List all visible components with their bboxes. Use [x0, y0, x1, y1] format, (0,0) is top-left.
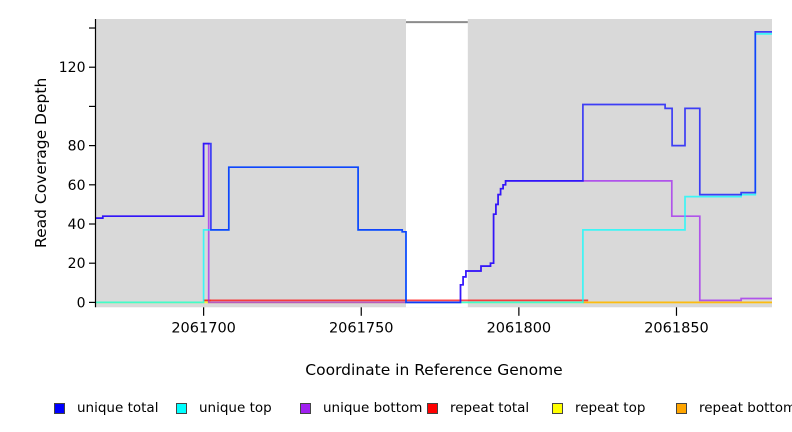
legend-item-unique-bottom: unique bottom: [300, 399, 422, 417]
legend-item-repeat-total: repeat total: [427, 399, 529, 417]
legend-swatch-repeat-bottom: [676, 402, 687, 414]
legend-item-repeat-bottom: repeat bottom: [676, 399, 792, 417]
x-tick-label: 2061750: [329, 320, 394, 336]
y-tick-label: 20: [68, 256, 86, 272]
legend-swatch-repeat-top: [552, 402, 563, 414]
x-tick-label: 2061700: [171, 320, 236, 336]
legend-swatch-repeat-total: [427, 402, 438, 414]
legend-swatch-unique-bottom: [300, 402, 311, 414]
y-tick-label: 40: [68, 217, 86, 233]
chart-legend: unique total unique top unique bottom repea…: [0, 399, 792, 421]
y-tick-label: 0: [77, 295, 86, 311]
x-tick-label: 2061800: [487, 320, 552, 336]
legend-label: repeat top: [575, 400, 646, 416]
legend-swatch-unique-total: [54, 402, 65, 414]
legend-label: repeat bottom: [699, 400, 792, 416]
y-axis-title: Read Coverage Depth: [32, 77, 50, 248]
legend-label: unique top: [199, 400, 272, 416]
legend-item-repeat-top: repeat top: [552, 399, 645, 417]
legend-item-unique-total: unique total: [54, 399, 158, 417]
series-unique-total-line: [95, 31, 772, 304]
y-tick-label: 120: [59, 60, 86, 76]
x-axis-title: Coordinate in Reference Genome: [305, 361, 563, 379]
y-tick-label: 80: [68, 139, 86, 155]
legend-label: unique bottom: [323, 400, 423, 416]
x-tick-label: 2061850: [644, 320, 709, 336]
masked-region: [406, 19, 468, 308]
legend-item-unique-top: unique top: [176, 399, 272, 417]
legend-swatch-unique-top: [176, 402, 187, 414]
y-tick-label: 60: [68, 178, 86, 194]
legend-label: unique total: [77, 400, 159, 416]
legend-label: repeat total: [450, 400, 530, 416]
